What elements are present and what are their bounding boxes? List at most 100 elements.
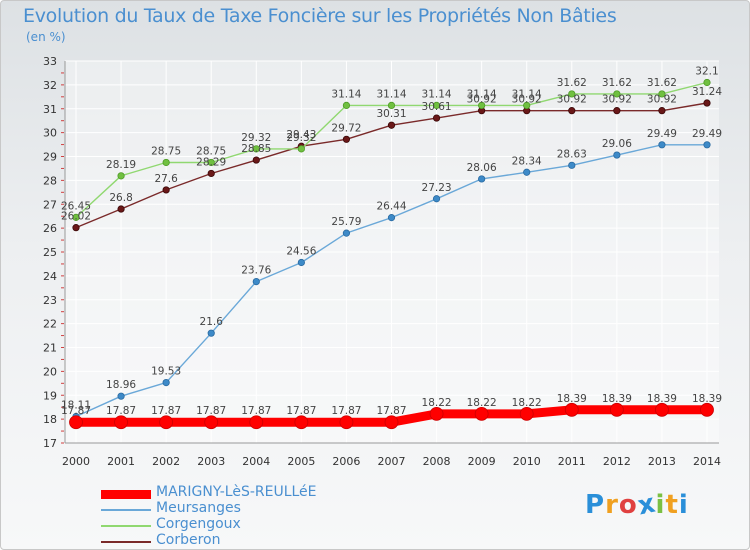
data-label: 31.14 — [422, 88, 452, 100]
data-point — [523, 101, 531, 110]
data-point — [159, 415, 174, 430]
data-point — [162, 158, 170, 167]
data-label: 19.53 — [151, 366, 181, 378]
data-label: 29.32 — [241, 132, 271, 144]
data-label: 18.22 — [467, 397, 497, 409]
data-point — [117, 392, 125, 400]
x-tick-label: 2012 — [603, 455, 631, 468]
data-point — [252, 278, 260, 286]
logo-letter: P — [585, 490, 606, 520]
data-label: 31.14 — [376, 88, 406, 100]
data-point — [658, 141, 666, 149]
data-point — [429, 406, 444, 421]
y-tick-label: 26 — [43, 222, 57, 235]
data-point — [568, 107, 576, 115]
data-label: 32.1 — [695, 65, 718, 77]
data-label: 28.75 — [196, 145, 226, 157]
data-point — [69, 415, 83, 430]
data-label: 23.76 — [241, 265, 271, 277]
data-point — [658, 107, 666, 115]
data-label: 17.87 — [196, 405, 226, 417]
data-point — [117, 172, 125, 180]
y-tick-label: 19 — [43, 389, 57, 402]
data-point — [613, 90, 621, 98]
legend-label: MARIGNY-LèS-REULLéE — [156, 484, 317, 500]
data-label: 27.6 — [154, 173, 178, 185]
data-point — [568, 90, 576, 98]
data-label: 30.92 — [557, 94, 587, 106]
data-label: 17.87 — [286, 405, 316, 417]
data-label: 30.61 — [422, 101, 452, 113]
data-point — [114, 415, 128, 430]
data-label: 30.92 — [467, 94, 497, 106]
data-label: 28.19 — [106, 159, 136, 171]
data-point — [117, 205, 125, 213]
data-label: 28.29 — [196, 156, 226, 168]
data-label: 18.39 — [692, 393, 722, 405]
data-label: 29.32 — [286, 132, 316, 144]
y-tick-label: 27 — [43, 198, 57, 211]
data-point — [162, 378, 170, 387]
y-tick-label: 30 — [43, 127, 57, 140]
y-tick-label: 17 — [43, 437, 57, 450]
data-label: 31.14 — [331, 88, 361, 100]
x-tick-label: 2002 — [152, 455, 180, 468]
x-tick-label: 2004 — [242, 455, 270, 468]
y-tick-label: 32 — [43, 79, 57, 92]
logo-letter: t — [665, 490, 679, 520]
data-point — [564, 402, 579, 417]
data-label: 18.39 — [557, 393, 587, 405]
data-label: 31.62 — [647, 77, 677, 89]
data-point — [700, 402, 714, 417]
data-label: 26.45 — [61, 200, 91, 212]
data-label: 31.62 — [602, 77, 632, 89]
data-point — [207, 169, 215, 178]
data-label: 28.06 — [467, 162, 497, 174]
data-label: 18.22 — [422, 397, 452, 409]
data-point — [655, 402, 669, 417]
logo-letter: r — [605, 490, 619, 520]
data-point — [519, 406, 534, 421]
data-label: 17.87 — [106, 405, 136, 417]
data-point — [478, 101, 486, 110]
data-label: 17.87 — [331, 405, 361, 417]
data-point — [703, 78, 711, 87]
y-tick-label: 23 — [43, 294, 57, 307]
data-point — [703, 99, 711, 107]
chart-subtitle: (en %) — [26, 30, 66, 44]
x-tick-label: 2005 — [287, 455, 315, 468]
data-point — [478, 175, 486, 183]
data-label: 30.92 — [602, 94, 632, 106]
logo-letter: o — [618, 490, 638, 520]
data-label: 30.92 — [647, 94, 677, 106]
data-label: 29.72 — [331, 122, 361, 134]
data-label: 31.24 — [692, 86, 722, 98]
data-label: 17.87 — [376, 405, 406, 417]
x-tick-label: 2007 — [378, 455, 406, 468]
data-point — [297, 258, 305, 267]
data-label: 30.31 — [376, 108, 406, 120]
data-point — [342, 101, 351, 110]
legend-swatch — [101, 489, 151, 499]
data-point — [252, 156, 260, 164]
x-tick-label: 2000 — [62, 455, 90, 468]
data-point — [613, 107, 621, 115]
y-tick-label: 21 — [43, 342, 57, 355]
data-point — [613, 151, 621, 159]
data-point — [339, 415, 354, 430]
legend-label: Meursanges — [156, 500, 241, 516]
data-point — [432, 195, 441, 203]
data-label: 17.87 — [151, 405, 181, 417]
logo-letter: i — [655, 490, 666, 520]
data-point — [342, 135, 351, 143]
data-point — [249, 415, 264, 430]
y-tick-label: 29 — [43, 151, 57, 164]
chart-title: Evolution du Taux de Taxe Foncière sur l… — [23, 5, 617, 27]
data-label: 29.49 — [647, 128, 677, 140]
data-point — [252, 145, 260, 153]
x-tick-label: 2013 — [648, 455, 676, 468]
legend-label: Corberon — [156, 532, 221, 548]
proxiti-logo: Proxiti — [585, 488, 689, 521]
legend-swatch — [101, 541, 151, 543]
